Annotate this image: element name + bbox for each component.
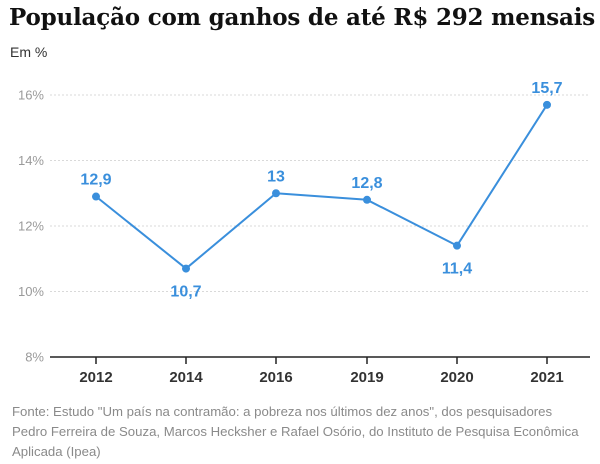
y-tick-label: 10% bbox=[18, 284, 44, 299]
data-point bbox=[363, 195, 371, 204]
data-point bbox=[182, 264, 190, 273]
y-tick-label: 12% bbox=[18, 219, 44, 234]
x-axis-ticks: 2012 2014 2016 2019 2020 2021 bbox=[79, 357, 564, 386]
data-label: 15,7 bbox=[531, 80, 562, 97]
source-note: Fonte: Estudo "Um país na contramão: a p… bbox=[12, 404, 579, 459]
y-axis-ticks: 8% 10% 12% 14% 16% bbox=[18, 88, 44, 365]
data-point bbox=[272, 189, 280, 198]
data-label: 12,8 bbox=[351, 175, 382, 192]
data-label: 10,7 bbox=[170, 284, 201, 301]
x-tick-label: 2019 bbox=[350, 369, 383, 386]
series-line bbox=[95, 104, 548, 270]
x-tick-label: 2020 bbox=[440, 369, 473, 386]
line-chart: 8%10%12%14%16% 2012 2014 2016 2019 2020 2021 … bbox=[18, 80, 590, 386]
x-tick-label: 2014 bbox=[169, 369, 203, 386]
data-series bbox=[92, 100, 551, 273]
data-point bbox=[543, 100, 551, 109]
data-labels: 12,9 10,7 13 12,8 11,4 15,7 bbox=[80, 80, 562, 301]
data-label: 13 bbox=[267, 168, 285, 185]
data-label: 11,4 bbox=[442, 261, 472, 278]
x-tick-label: 2012 bbox=[79, 369, 112, 386]
x-tick-label: 2016 bbox=[259, 369, 292, 386]
data-label: 12,9 bbox=[80, 172, 111, 189]
chart-title: População com ganhos de até R$ 292 mensa… bbox=[9, 4, 595, 31]
data-point bbox=[92, 192, 100, 201]
grid-lines bbox=[50, 94, 590, 292]
y-tick-label: 14% bbox=[18, 153, 44, 168]
unit-label: Em % bbox=[10, 44, 48, 60]
data-point bbox=[453, 241, 461, 250]
y-tick-label: 8% bbox=[25, 350, 44, 365]
y-tick-label: 16% bbox=[18, 88, 44, 103]
x-tick-label: 2021 bbox=[530, 369, 563, 386]
